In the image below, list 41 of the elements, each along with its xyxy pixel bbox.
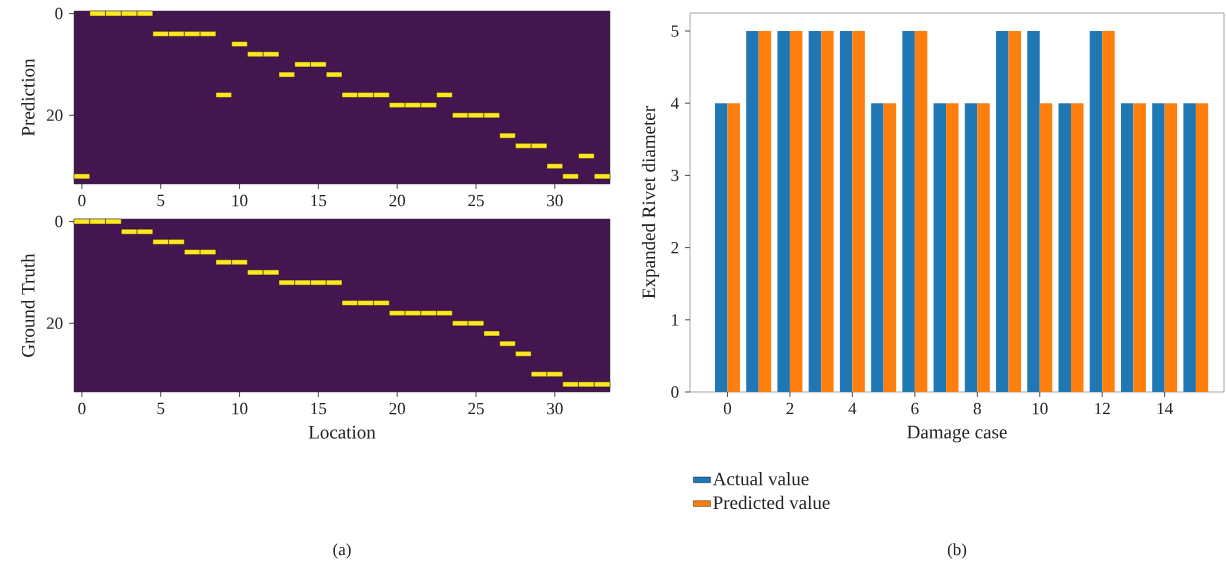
x-tick-label: 30 bbox=[547, 402, 563, 415]
y-axis-title: Ground Truth bbox=[21, 253, 35, 357]
y-tick-label: 20 bbox=[46, 317, 63, 330]
legend-label: Predicted value bbox=[713, 495, 830, 510]
y-tick-label: 5 bbox=[671, 25, 679, 37]
y-tick-label: 3 bbox=[671, 169, 679, 182]
x-tick-label: 6 bbox=[911, 402, 919, 415]
x-tick-label: 12 bbox=[1095, 402, 1110, 415]
x-tick-label: 20 bbox=[389, 402, 406, 415]
x-tick-label: 25 bbox=[468, 402, 484, 415]
text: (a) bbox=[333, 543, 351, 559]
x-tick-label: 5 bbox=[157, 194, 165, 207]
y-tick-label: 2 bbox=[671, 241, 679, 254]
x-tick-label: 30 bbox=[547, 194, 563, 207]
x-axis-title: Location bbox=[308, 425, 376, 439]
y-axis-title: Prediction bbox=[21, 58, 35, 136]
x-tick-label: 15 bbox=[311, 194, 327, 207]
x-tick-label: 0 bbox=[723, 402, 732, 415]
y-axis-title: Expanded Rivet diameter bbox=[641, 106, 660, 299]
x-tick-label: 20 bbox=[389, 194, 406, 207]
y-tick-label: 20 bbox=[46, 109, 63, 122]
x-axis-title: Damage case bbox=[907, 425, 1007, 443]
legend-label: Actual value bbox=[712, 472, 809, 486]
text: (b) bbox=[947, 543, 967, 559]
x-tick-label: 0 bbox=[78, 194, 86, 207]
y-tick-label: 0 bbox=[55, 7, 63, 20]
y-tick-label: 1 bbox=[672, 314, 679, 326]
x-tick-label: 5 bbox=[157, 402, 165, 415]
x-tick-label: 10 bbox=[232, 194, 248, 207]
x-tick-label: 10 bbox=[1032, 402, 1048, 415]
y-tick-label: 0 bbox=[671, 386, 679, 398]
y-tick-label: 0 bbox=[55, 215, 63, 228]
x-tick-label: 8 bbox=[973, 402, 981, 415]
x-tick-label: 2 bbox=[786, 402, 794, 415]
y-tick-label: 4 bbox=[670, 97, 679, 109]
x-tick-label: 0 bbox=[78, 402, 86, 415]
x-tick-label: 15 bbox=[311, 402, 327, 415]
x-tick-label: 4 bbox=[848, 402, 857, 415]
x-tick-label: 14 bbox=[1157, 402, 1173, 415]
x-tick-label: 25 bbox=[468, 194, 484, 207]
x-tick-label: 10 bbox=[232, 402, 248, 415]
